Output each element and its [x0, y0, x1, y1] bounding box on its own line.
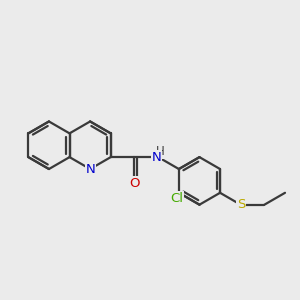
Text: N: N	[85, 163, 95, 176]
Text: Cl: Cl	[170, 191, 183, 205]
Text: H: H	[156, 146, 165, 158]
Text: N: N	[152, 151, 161, 164]
Text: O: O	[129, 177, 139, 190]
Text: S: S	[237, 198, 245, 211]
